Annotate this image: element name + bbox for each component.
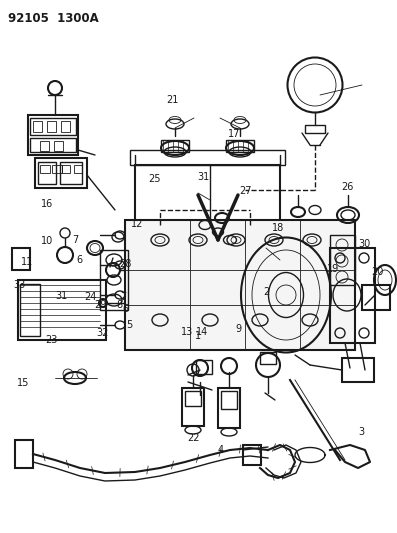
Bar <box>20 284 40 336</box>
Text: 5: 5 <box>126 320 132 330</box>
Text: 29: 29 <box>94 300 106 310</box>
Text: 11: 11 <box>21 257 33 267</box>
Bar <box>52 165 62 173</box>
Text: 33: 33 <box>13 280 25 290</box>
Text: 2: 2 <box>263 287 269 297</box>
Text: 3: 3 <box>358 427 364 437</box>
Text: 16: 16 <box>41 199 53 208</box>
Bar <box>33 121 42 132</box>
Text: 92105  1300A: 92105 1300A <box>8 12 99 25</box>
Text: 27: 27 <box>239 186 252 196</box>
Bar <box>330 235 355 285</box>
Text: 25: 25 <box>148 174 160 183</box>
Text: 1: 1 <box>195 331 202 341</box>
Text: 32: 32 <box>96 328 109 338</box>
Bar <box>135 165 280 225</box>
Bar <box>226 140 254 152</box>
Text: 20: 20 <box>371 267 384 277</box>
Text: 18: 18 <box>272 223 284 232</box>
Bar <box>161 140 189 152</box>
Bar <box>243 445 261 465</box>
Bar <box>221 391 237 409</box>
Text: 6: 6 <box>76 255 83 265</box>
Bar <box>182 388 204 426</box>
Bar <box>60 162 82 184</box>
Bar <box>305 125 325 133</box>
Bar <box>62 165 70 173</box>
Bar <box>30 118 76 135</box>
Bar <box>196 360 212 374</box>
Bar <box>15 440 33 468</box>
Text: 23: 23 <box>45 335 58 345</box>
Text: 4: 4 <box>217 446 224 455</box>
Text: 24: 24 <box>84 292 97 302</box>
Bar <box>30 138 76 152</box>
Bar <box>185 391 201 406</box>
Text: 19: 19 <box>328 264 339 274</box>
Text: 15: 15 <box>17 378 29 387</box>
Text: 12: 12 <box>131 219 143 229</box>
Text: 10: 10 <box>41 237 53 246</box>
Bar <box>330 248 375 343</box>
Text: 22: 22 <box>187 433 200 443</box>
Bar <box>47 121 56 132</box>
Bar <box>61 121 70 132</box>
Text: 31: 31 <box>197 172 209 182</box>
Text: 13: 13 <box>181 327 193 336</box>
Bar <box>218 388 240 428</box>
Bar <box>38 162 56 184</box>
Bar <box>342 358 374 382</box>
Bar <box>362 285 390 310</box>
Text: 26: 26 <box>341 182 354 191</box>
Bar <box>74 165 82 173</box>
Bar <box>40 165 50 173</box>
Bar <box>260 352 276 364</box>
Bar <box>35 158 87 188</box>
Text: 31: 31 <box>56 291 67 301</box>
Bar <box>40 141 49 151</box>
Text: 30: 30 <box>358 239 370 249</box>
Text: 8: 8 <box>116 300 122 310</box>
Bar <box>18 280 106 340</box>
Bar <box>12 248 30 270</box>
Text: 9: 9 <box>235 325 241 334</box>
Bar <box>28 115 78 155</box>
Bar <box>100 250 128 310</box>
Text: 21: 21 <box>166 95 179 105</box>
Text: 14: 14 <box>196 327 208 336</box>
Text: 7: 7 <box>120 293 126 302</box>
Bar <box>130 150 285 165</box>
Bar <box>54 141 63 151</box>
Text: 17: 17 <box>228 130 241 139</box>
Bar <box>125 220 355 350</box>
Text: 7: 7 <box>72 235 79 245</box>
Text: 6: 6 <box>122 304 128 314</box>
Text: 28: 28 <box>119 259 131 269</box>
